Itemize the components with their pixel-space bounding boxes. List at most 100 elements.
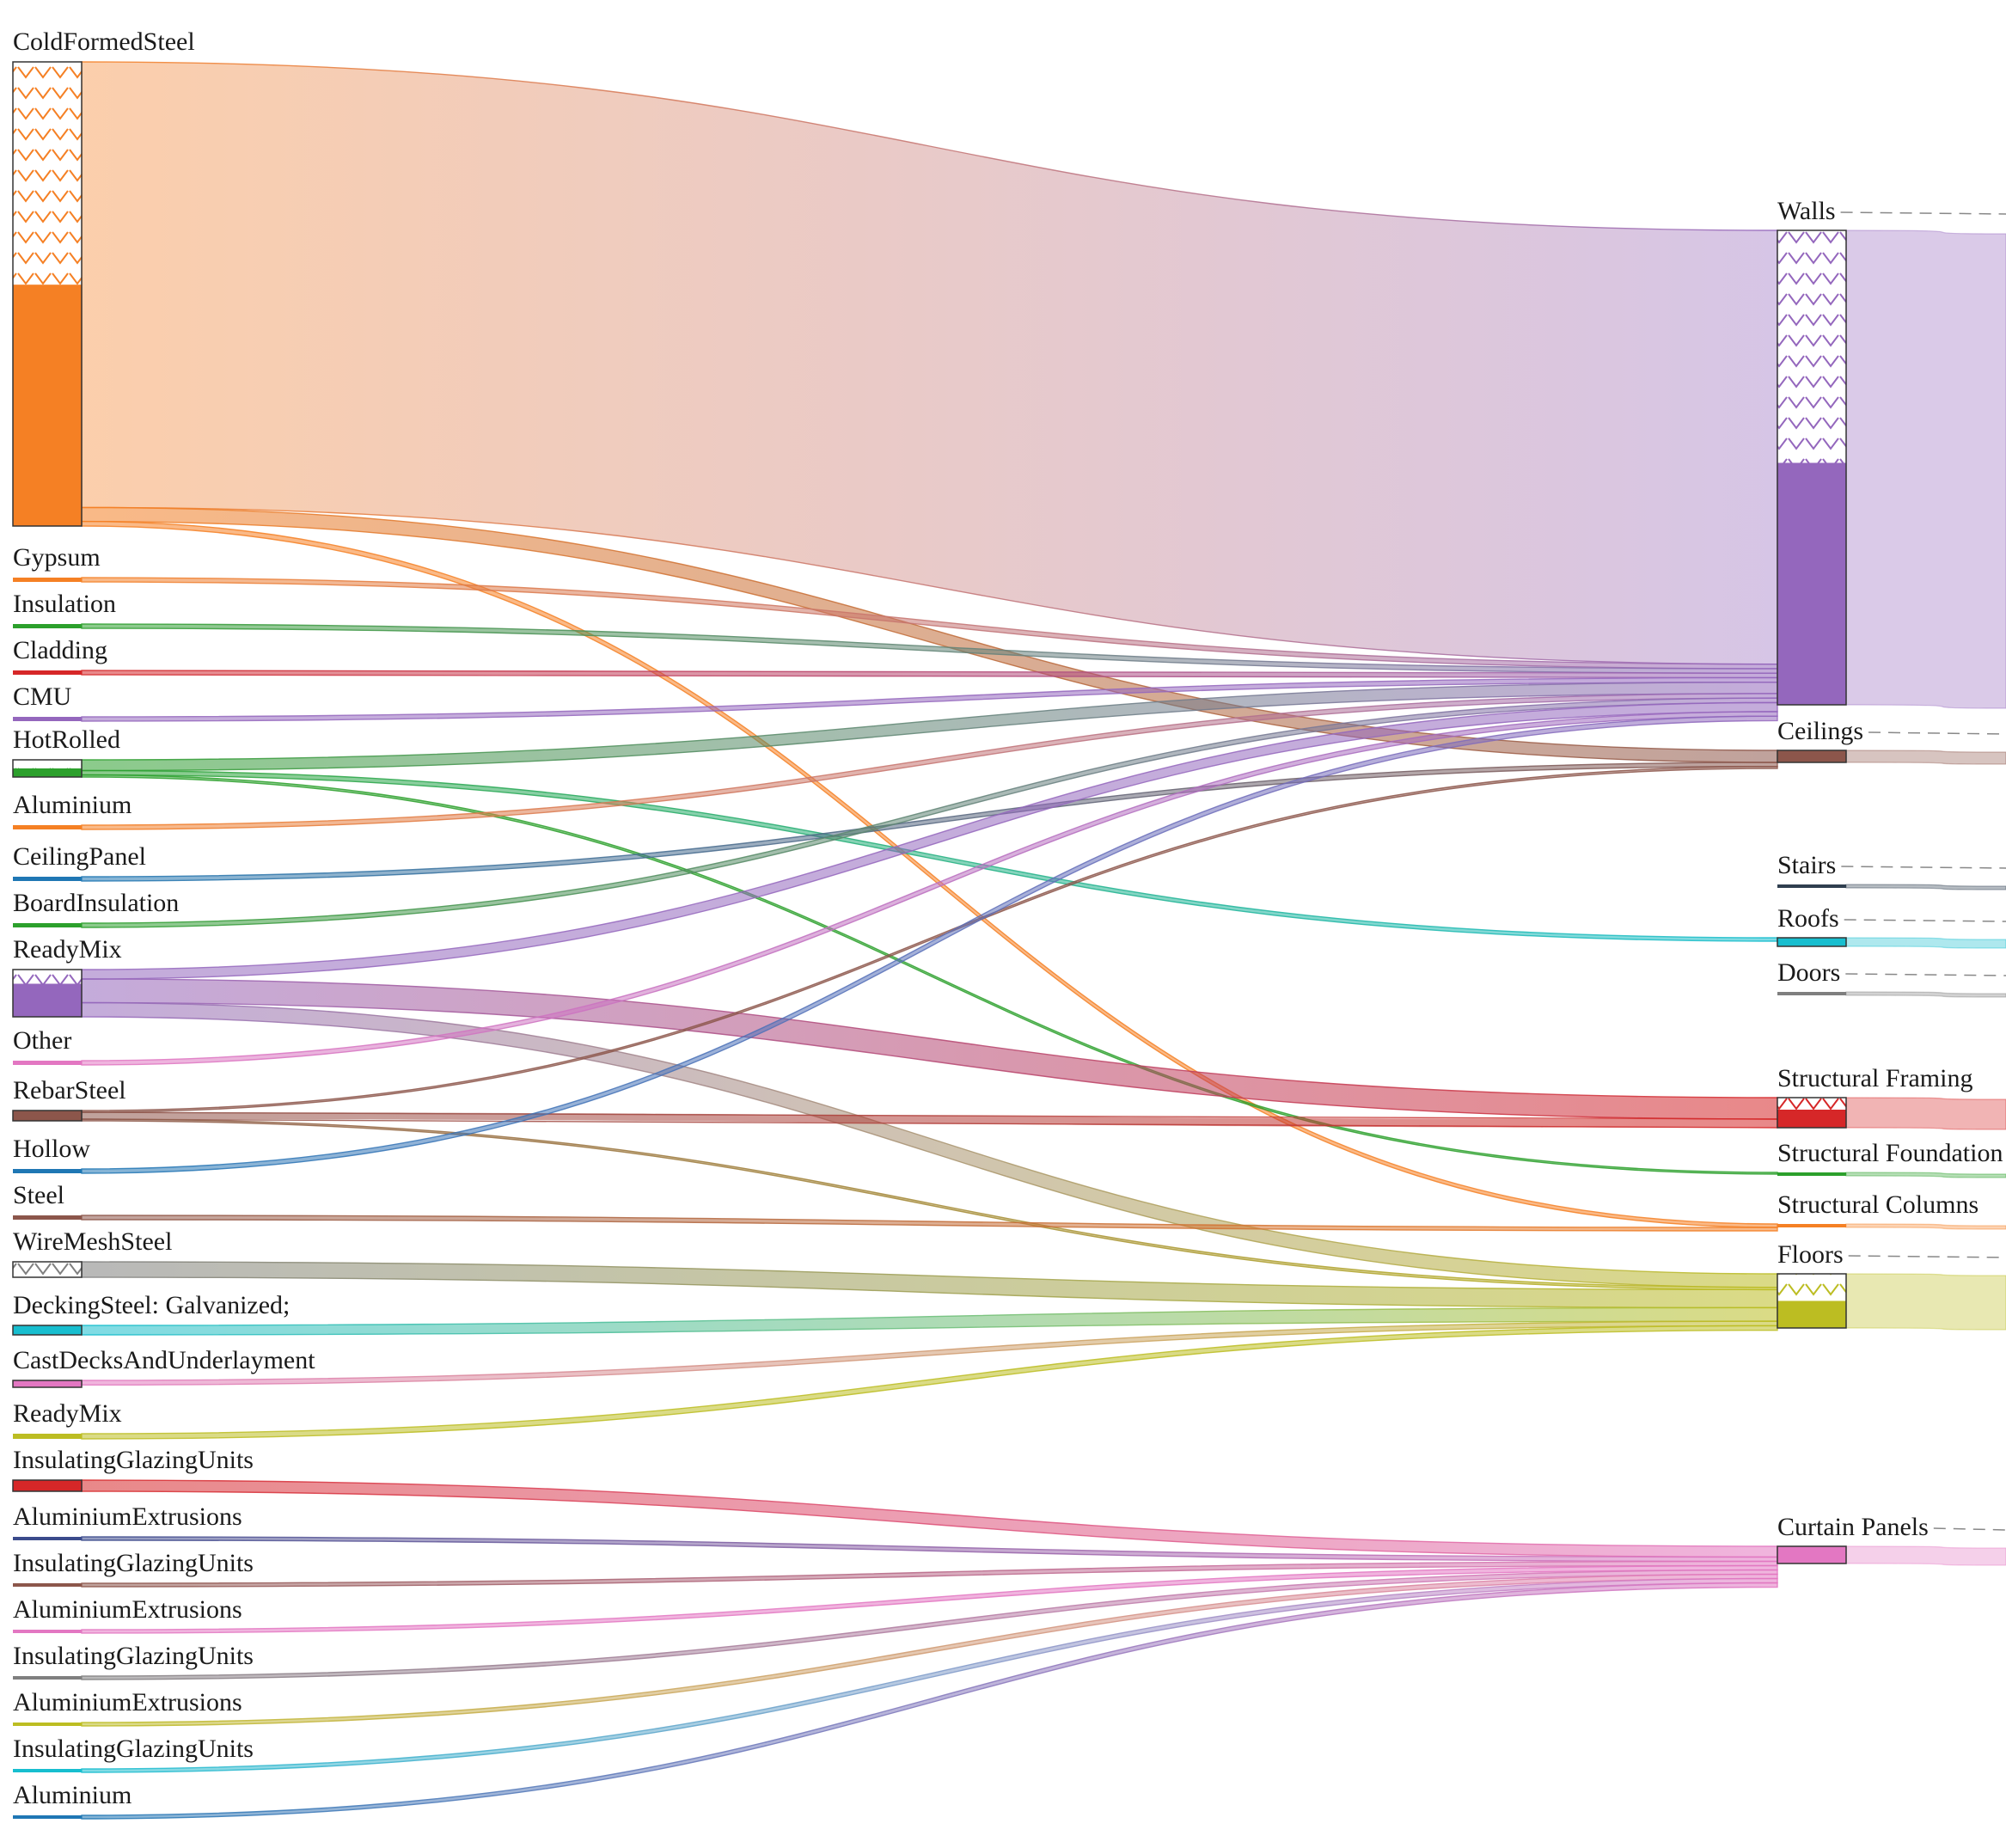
source-node-16-castdecksandunderlayment	[12, 1380, 83, 1388]
target-node-3-roofs	[1777, 937, 1847, 947]
source-node-5-hotrolled-fill	[13, 768, 82, 777]
target-node-1-ceilings-fill	[1777, 750, 1846, 762]
target-label-3: Roofs	[1777, 904, 1839, 933]
source-node-10-other-bar	[13, 1061, 82, 1065]
link-coldformedsteel-to-walls	[81, 61, 1778, 665]
link-steel-to-structural-columns	[81, 1215, 1778, 1232]
target-label-8: Floors	[1777, 1240, 1844, 1269]
target-label-9: Curtain Panels	[1777, 1513, 1929, 1541]
outflow-stairs	[1845, 884, 2006, 890]
target-leader-2	[1841, 866, 2006, 869]
source-node-18-insulatingglazingunits	[12, 1479, 83, 1492]
source-label-17: ReadyMix	[13, 1399, 122, 1428]
source-node-15-deckingsteel-galvanized-outline	[12, 1325, 83, 1336]
target-label-7: Structural Columns	[1777, 1190, 1978, 1219]
source-node-3-cladding-bar	[13, 670, 82, 675]
source-node-15-deckingsteel-galvanized	[12, 1325, 83, 1336]
target-leader-1	[1868, 731, 2006, 735]
source-label-10: Other	[13, 1026, 71, 1055]
target-node-1-ceilings	[1777, 750, 1847, 763]
source-node-1-gypsum-bar	[13, 578, 82, 582]
source-node-14-wiremeshsteel-hatch	[13, 1262, 82, 1277]
source-label-1: Gypsum	[13, 543, 101, 572]
source-node-3-cladding	[13, 670, 82, 675]
links-layer	[81, 61, 1778, 1820]
link-readymix-to-floors	[81, 1325, 1778, 1440]
source-label-5: HotRolled	[13, 725, 120, 754]
source-label-22: InsulatingGlazingUnits	[13, 1642, 254, 1670]
source-label-15: DeckingSteel: Galvanized;	[13, 1291, 290, 1319]
target-node-2-stairs-bar	[1777, 884, 1846, 888]
source-label-3: Cladding	[13, 636, 107, 664]
target-label-0: Walls	[1777, 197, 1836, 225]
source-node-11-rebarsteel-outline	[12, 1110, 83, 1122]
target-node-7-structural-columns-bar	[1777, 1224, 1846, 1227]
target-node-5-structural-framing-fill	[1777, 1110, 1846, 1128]
source-node-13-steel-bar	[13, 1215, 82, 1220]
source-label-25: Aluminium	[13, 1781, 131, 1809]
target-leader-3	[1844, 919, 2006, 922]
link-aluminium-to-curtain-panels	[81, 1582, 1778, 1820]
target-node-2-stairs	[1777, 884, 1846, 888]
source-node-17-readymix	[13, 1434, 82, 1439]
source-node-11-rebarsteel	[12, 1110, 83, 1122]
target-node-0-walls-hatch	[1777, 230, 1846, 463]
source-node-0-coldformedsteel-fill	[13, 285, 82, 526]
source-node-25-aluminium-bar	[13, 1815, 82, 1819]
source-node-22-insulatingglazingunits	[13, 1676, 82, 1680]
target-node-9-curtain-panels-outline	[1777, 1545, 1847, 1564]
source-node-21-aluminiumextrusions	[13, 1630, 82, 1633]
source-label-0: ColdFormedSteel	[13, 28, 195, 56]
target-leader-4	[1845, 973, 2006, 976]
source-label-8: BoardInsulation	[13, 889, 179, 917]
source-node-25-aluminium	[13, 1815, 82, 1819]
source-label-23: AluminiumExtrusions	[13, 1688, 242, 1716]
source-node-23-aluminiumextrusions-bar	[13, 1723, 82, 1726]
outflow-floors	[1845, 1273, 2006, 1331]
target-node-0-walls-fill	[1777, 462, 1846, 705]
target-node-5-structural-framing-outline	[1777, 1097, 1847, 1129]
target-node-8-floors-hatch	[1777, 1274, 1846, 1301]
source-node-12-hollow	[13, 1169, 82, 1173]
source-node-2-insulation	[13, 624, 82, 628]
outflow-walls	[1845, 229, 2006, 709]
source-label-6: Aluminium	[13, 791, 131, 819]
source-node-9-readymix-outline	[12, 969, 83, 1018]
source-node-4-cmu-bar	[13, 717, 82, 721]
source-node-19-aluminiumextrusions	[13, 1537, 82, 1540]
source-node-24-insulatingglazingunits	[13, 1769, 82, 1772]
source-label-24: InsulatingGlazingUnits	[13, 1735, 254, 1763]
outflow-structural-foundation	[1845, 1172, 2006, 1178]
target-node-6-structural-foundation-bar	[1777, 1172, 1846, 1176]
source-node-10-other	[13, 1061, 82, 1065]
source-node-8-boardinsulation	[13, 923, 82, 927]
target-node-9-curtain-panels	[1777, 1545, 1847, 1564]
target-node-0-walls-outline	[1777, 229, 1847, 706]
source-node-8-boardinsulation-bar	[13, 923, 82, 927]
source-node-9-readymix	[12, 969, 83, 1018]
source-node-13-steel	[13, 1215, 82, 1220]
source-node-16-castdecksandunderlayment-fill	[13, 1380, 82, 1387]
source-node-7-ceilingpanel	[13, 877, 82, 881]
target-node-5-structural-framing	[1777, 1097, 1847, 1129]
nodes-layer	[12, 61, 1847, 1819]
source-node-0-coldformedsteel-outline	[12, 61, 83, 527]
target-node-4-doors-bar	[1777, 992, 1846, 995]
source-node-9-readymix-hatch	[13, 970, 82, 984]
source-label-2: Insulation	[13, 590, 116, 618]
source-node-12-hollow-bar	[13, 1169, 82, 1173]
source-node-21-aluminiumextrusions-bar	[13, 1630, 82, 1633]
source-label-14: WireMeshSteel	[13, 1227, 172, 1256]
labels-layer: ColdFormedSteel Gypsum Insulation Cladding C…	[13, 28, 2006, 1809]
link-insulatingglazingunits-to-curtain-panels	[81, 1479, 1778, 1558]
outflow-roofs	[1845, 937, 2006, 949]
source-node-4-cmu	[13, 717, 82, 721]
source-label-7: CeilingPanel	[13, 842, 146, 871]
source-node-23-aluminiumextrusions	[13, 1723, 82, 1726]
target-node-6-structural-foundation	[1777, 1172, 1846, 1176]
source-label-20: InsulatingGlazingUnits	[13, 1549, 254, 1577]
source-node-14-wiremeshsteel-outline	[12, 1261, 83, 1278]
source-label-11: RebarSteel	[13, 1076, 126, 1105]
outflows-layer	[1845, 229, 2006, 1566]
